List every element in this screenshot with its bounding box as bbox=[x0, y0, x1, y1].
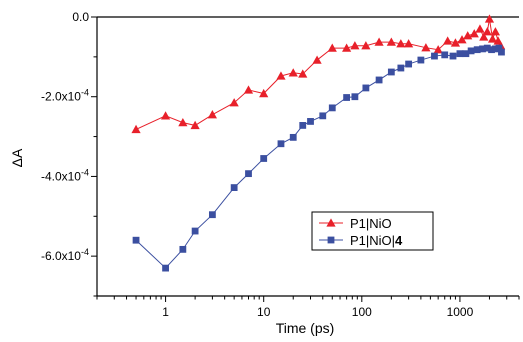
data-point bbox=[387, 68, 395, 76]
data-point bbox=[327, 43, 337, 52]
data-point bbox=[482, 27, 492, 36]
x-tick-label: 1000 bbox=[447, 305, 474, 319]
data-point bbox=[487, 34, 498, 43]
data-point bbox=[479, 32, 489, 41]
series-1 bbox=[131, 14, 506, 134]
series-2 bbox=[132, 44, 505, 272]
y-tick-label: -4.0x10-4 bbox=[41, 167, 89, 183]
data-point bbox=[457, 35, 467, 44]
data-point bbox=[350, 41, 360, 50]
data-point bbox=[397, 64, 405, 72]
data-point bbox=[343, 94, 351, 101]
data-point bbox=[433, 45, 443, 54]
x-tick-label: 1 bbox=[162, 305, 169, 319]
legend-entry: P1|NiO bbox=[319, 216, 392, 231]
data-point bbox=[245, 170, 252, 178]
data-point bbox=[277, 140, 285, 148]
data-point bbox=[259, 88, 269, 98]
x-tick-label: 100 bbox=[352, 305, 372, 319]
data-point bbox=[469, 29, 479, 38]
y-tick-label: 0.0 bbox=[72, 10, 89, 24]
y-tick-label: -2.0x10-4 bbox=[41, 88, 89, 104]
data-point bbox=[243, 85, 254, 94]
y-axis-label: ΔA bbox=[9, 148, 25, 167]
data-point bbox=[417, 56, 425, 64]
data-point bbox=[456, 50, 464, 58]
plot-frame bbox=[96, 16, 519, 297]
data-point bbox=[473, 46, 481, 54]
data-point bbox=[289, 133, 297, 141]
y-axis-ticks: 0.0 -2.0x10-4 -4.0x10-4 -6.0x10-4 bbox=[41, 10, 97, 297]
data-point bbox=[160, 111, 171, 120]
data-point bbox=[298, 69, 308, 78]
y-tick-label: -6.0x10-4 bbox=[41, 247, 89, 263]
data-point bbox=[490, 27, 501, 36]
data-point bbox=[191, 227, 199, 235]
x-axis-ticks: 1 10 100 1000 bbox=[96, 296, 520, 319]
legend-entry: P1|NiO|4 bbox=[319, 233, 403, 248]
data-point bbox=[342, 43, 352, 52]
data-point bbox=[361, 41, 371, 50]
data-point bbox=[467, 47, 475, 55]
legend-label: P1|NiO|4 bbox=[350, 233, 403, 248]
data-point bbox=[229, 98, 239, 107]
data-point bbox=[178, 118, 188, 127]
data-point bbox=[492, 45, 499, 53]
data-point bbox=[230, 184, 238, 191]
data-point bbox=[131, 124, 141, 134]
data-point bbox=[396, 39, 406, 48]
data-point bbox=[475, 24, 485, 33]
data-point bbox=[374, 37, 384, 46]
x-tick-label: 10 bbox=[257, 305, 271, 319]
data-point bbox=[405, 60, 413, 68]
series-line bbox=[135, 18, 502, 130]
data-point bbox=[260, 155, 268, 162]
data-point bbox=[483, 44, 491, 52]
data-point bbox=[288, 68, 298, 77]
data-point bbox=[208, 211, 216, 219]
data-point bbox=[351, 93, 359, 101]
data-point bbox=[207, 110, 217, 119]
data-point bbox=[441, 51, 449, 59]
data-point bbox=[495, 44, 503, 52]
data-point bbox=[386, 37, 396, 46]
x-axis-label: Time (ps) bbox=[276, 320, 335, 336]
data-point bbox=[431, 52, 438, 60]
data-point bbox=[404, 39, 414, 48]
data-point bbox=[319, 112, 327, 120]
legend: P1|NiO P1|NiO|4 bbox=[311, 211, 434, 251]
data-point bbox=[132, 236, 140, 244]
data-point bbox=[375, 76, 383, 84]
legend-marker bbox=[326, 218, 336, 227]
data-point bbox=[179, 245, 187, 253]
data-point bbox=[307, 118, 314, 125]
data-point bbox=[450, 38, 461, 47]
data-point bbox=[449, 52, 457, 60]
legend-marker bbox=[327, 236, 335, 244]
data-point bbox=[190, 120, 200, 130]
data-point bbox=[443, 36, 453, 45]
data-point bbox=[276, 71, 286, 80]
data-point bbox=[479, 45, 486, 53]
legend-label: P1|NiO bbox=[350, 216, 392, 231]
data-point bbox=[312, 55, 322, 64]
series-layer bbox=[131, 14, 506, 272]
legend-box bbox=[311, 211, 434, 251]
data-point bbox=[299, 122, 307, 129]
data-point bbox=[484, 14, 495, 23]
data-point bbox=[462, 50, 470, 58]
data-point bbox=[162, 264, 169, 272]
data-point bbox=[421, 43, 431, 52]
data-point bbox=[488, 46, 495, 54]
data-point bbox=[362, 84, 370, 92]
data-point bbox=[498, 48, 505, 56]
data-point bbox=[328, 104, 336, 112]
